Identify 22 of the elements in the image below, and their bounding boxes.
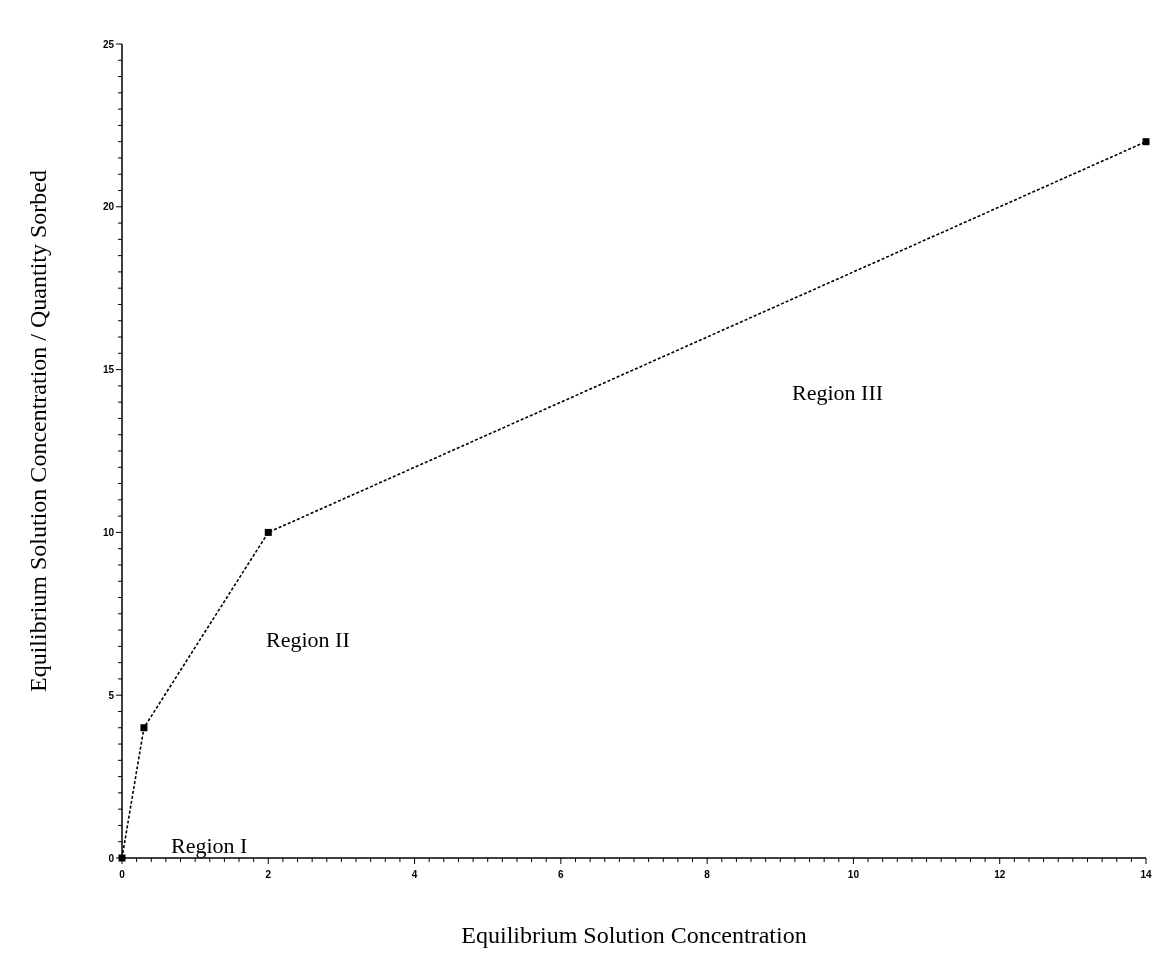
y-tick-label: 15 — [102, 364, 115, 376]
point — [1142, 138, 1150, 146]
y-tick-label: 5 — [108, 689, 115, 701]
y-tick-label: 25 — [102, 38, 115, 50]
y-tick-label: 0 — [108, 852, 115, 864]
x-tick-label: 6 — [558, 869, 565, 880]
x-tick-label: 8 — [704, 869, 711, 880]
x-tick-label: 2 — [265, 869, 272, 880]
x-tick-label: 4 — [411, 869, 418, 880]
y-tick-label: 20 — [102, 201, 115, 213]
annotation: Region I — [171, 832, 248, 858]
point — [140, 724, 148, 732]
x-tick-label: 10 — [847, 869, 860, 880]
x-axis-title: Equilibrium Solution Concentration — [461, 922, 807, 948]
point — [264, 528, 272, 536]
annotation: Region III — [792, 379, 884, 405]
x-tick-label: 14 — [1140, 869, 1152, 880]
x-tick-label: 12 — [994, 869, 1006, 880]
x-tick-label: 0 — [119, 869, 126, 880]
y-axis-title: Equilibrium Solution Concentration / Quantity Sorbed — [25, 170, 51, 692]
annotation: Region II — [266, 626, 350, 652]
y-tick-label: 10 — [102, 526, 115, 538]
